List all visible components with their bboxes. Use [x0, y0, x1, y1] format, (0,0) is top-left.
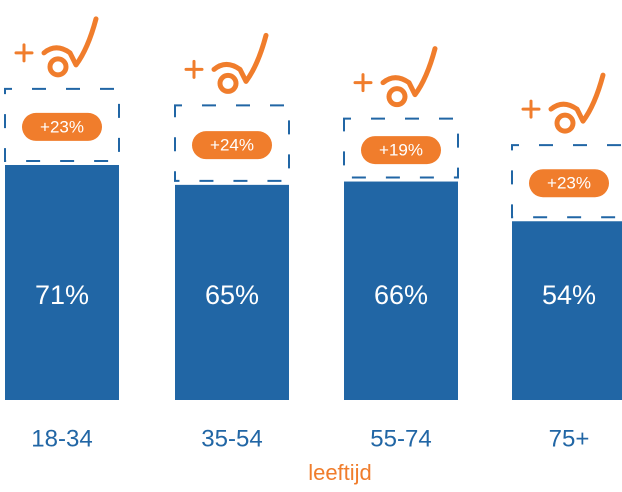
icon-handle — [211, 32, 269, 84]
icon — [184, 32, 269, 94]
bar-value-label: 66% — [374, 280, 428, 310]
increase-box — [174, 104, 290, 182]
increase-box — [511, 144, 622, 219]
increase-pill — [192, 131, 272, 160]
bar-value-label: 65% — [205, 280, 259, 310]
bar-value-label: 54% — [542, 280, 596, 310]
bar-value-label: 71% — [35, 280, 89, 310]
increase-label: +23% — [40, 117, 84, 136]
icon-wheel — [554, 112, 576, 134]
bar — [175, 184, 289, 400]
plus-sign — [14, 43, 34, 63]
increase-pill — [529, 169, 609, 198]
bar — [344, 181, 458, 400]
x-tick-label: 18-34 — [31, 425, 92, 452]
x-tick-label: 55-74 — [370, 425, 431, 452]
x-axis-label: leeftijd — [308, 460, 372, 485]
icon-wheel — [386, 86, 408, 108]
plus-sign — [521, 99, 541, 119]
plus-sign — [184, 59, 204, 79]
increase-label: +19% — [379, 141, 423, 160]
bar — [5, 164, 119, 400]
x-tick-label: 75+ — [549, 425, 590, 452]
icon-handle — [380, 46, 438, 98]
increase-pill — [22, 112, 102, 141]
increase-box — [4, 87, 120, 162]
icon — [521, 72, 606, 134]
bar — [512, 221, 622, 400]
increase-label: +24% — [210, 136, 254, 155]
x-tick-label: 35-54 — [201, 425, 262, 452]
increase-pill — [361, 136, 441, 165]
icon-handle — [548, 72, 606, 124]
plus-sign — [353, 73, 373, 93]
icon — [353, 46, 438, 108]
increase-label: +23% — [547, 174, 591, 193]
icon-handle — [41, 16, 99, 68]
icon-wheel — [47, 56, 69, 78]
icon-wheel — [217, 72, 239, 94]
icon — [14, 16, 99, 78]
